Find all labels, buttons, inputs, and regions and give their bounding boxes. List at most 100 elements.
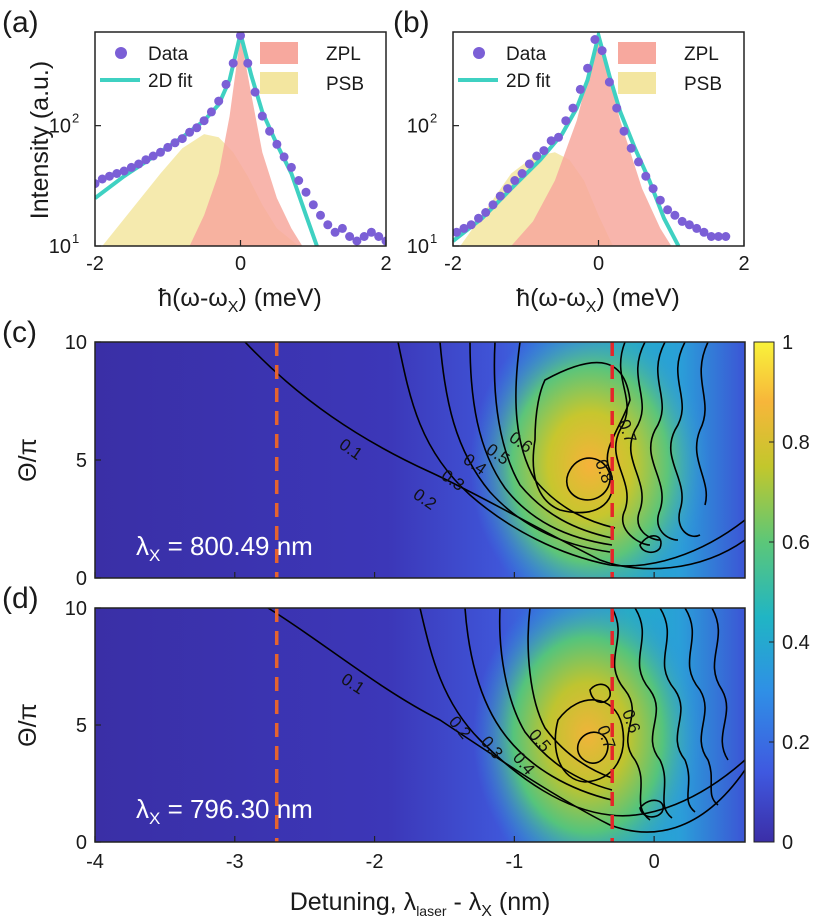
- contour-peak-small: [639, 535, 662, 554]
- contour-ridge-3: [649, 342, 679, 541]
- data-point: [699, 227, 709, 237]
- x-tick-label: -2: [444, 253, 462, 275]
- x-tick-label: -4: [86, 851, 104, 873]
- contour-0.2: [419, 608, 745, 817]
- contour-0.3: [464, 608, 613, 801]
- contour-ridge-1: [614, 342, 651, 546]
- x-ticks: -2 0 2: [444, 240, 750, 275]
- data-point: [604, 77, 614, 87]
- data-point: [345, 232, 355, 241]
- y-tick-exponent: 1: [72, 231, 79, 246]
- data-point: [692, 223, 702, 233]
- legend-fit-label: 2D fit: [506, 71, 551, 92]
- legend-psb-label: PSB: [684, 74, 722, 95]
- data-point: [374, 232, 384, 241]
- colorbar-ticks: 0 0.2 0.4 0.6 0.8 1: [769, 332, 810, 854]
- data-point: [148, 151, 158, 161]
- data-point: [626, 143, 636, 153]
- legend: Data 2D fit ZPL PSB: [458, 42, 722, 95]
- y-tick-label: 10: [65, 332, 87, 354]
- x-ticks: -4 -3 -2 -1 0: [86, 836, 660, 873]
- x-tick-label: -1: [505, 851, 523, 873]
- data-point: [366, 227, 376, 237]
- contour-0.6: [554, 699, 625, 783]
- panel-label-c: (c): [2, 316, 37, 349]
- contour-0.4: [498, 608, 613, 791]
- data-point: [554, 132, 563, 142]
- legend-swatch-zpl: [260, 42, 298, 64]
- data-point: [575, 84, 585, 94]
- data-point: [597, 46, 607, 56]
- contour-0.4: [469, 342, 613, 546]
- zpl-area: [511, 37, 672, 246]
- data-point: [337, 223, 347, 233]
- contour-0.7: [576, 731, 609, 764]
- y-tick-label: 5: [76, 715, 87, 737]
- heatmap-hotspot: [473, 608, 703, 842]
- data-point: [95, 179, 100, 189]
- data-point: [265, 126, 275, 136]
- data-point: [323, 220, 333, 230]
- data-point: [466, 220, 476, 230]
- data-point: [126, 162, 136, 172]
- data-points: [453, 35, 731, 241]
- y-tick-label: 10: [49, 236, 71, 258]
- data-point: [677, 216, 687, 226]
- legend-fit-label: 2D fit: [148, 71, 193, 92]
- x-ticks: -2 0 2: [86, 240, 392, 275]
- panel-c: (c) 0.1: [2, 316, 746, 590]
- colorbar-gradient: [753, 341, 775, 843]
- heatmap-hotspot: [470, 342, 710, 578]
- contour-0.1: [267, 608, 745, 833]
- x-tick-label: 0: [235, 253, 246, 275]
- data-point: [634, 157, 643, 167]
- panel-label-b: (b): [393, 6, 430, 39]
- data-point: [185, 127, 195, 137]
- data-point: [279, 152, 289, 162]
- data-point: [105, 171, 114, 181]
- contour-ridge-4: [669, 342, 701, 537]
- data-point: [330, 227, 340, 237]
- contour-0.7: [532, 361, 631, 514]
- legend-zpl-label: ZPL: [684, 44, 719, 65]
- legend-swatch-zpl: [618, 42, 656, 64]
- data-point: [257, 111, 267, 121]
- colorbar-tick-label: 0: [782, 832, 793, 854]
- data-point: [250, 87, 260, 97]
- data-point: [481, 208, 491, 217]
- data-point: [206, 107, 216, 117]
- data-point: [301, 187, 311, 197]
- data-point: [488, 200, 498, 210]
- data-point: [590, 35, 600, 44]
- data-point: [381, 236, 386, 246]
- contour-lines: [244, 342, 745, 570]
- data-point: [272, 139, 282, 149]
- contour-0.8: [565, 457, 611, 501]
- data-point: [714, 232, 723, 241]
- legend-marker-data: [115, 47, 127, 59]
- contour-0.2: [397, 342, 745, 567]
- contour-ridge-4: [684, 608, 719, 806]
- contour-0.5: [527, 608, 613, 779]
- data-point: [141, 155, 151, 165]
- legend-zpl-label: ZPL: [326, 44, 361, 65]
- x-axis-label: Detuning, λlaser - λX (nm): [290, 888, 551, 920]
- y-tick-label: 0: [76, 568, 87, 590]
- data-point: [199, 116, 209, 126]
- y-ticks: 0 5 10: [65, 598, 101, 854]
- data-point: [308, 200, 318, 210]
- legend-psb-label: PSB: [326, 74, 364, 95]
- data-point: [192, 123, 202, 133]
- legend-data-label: Data: [148, 44, 189, 65]
- data-point: [294, 176, 304, 185]
- data-point: [539, 146, 549, 156]
- data-point: [459, 223, 469, 233]
- contour-lines: [267, 608, 745, 833]
- y-tick-label: 10: [65, 598, 87, 620]
- x-tick-label: -2: [366, 851, 384, 873]
- panel-d: (d) 0.1: [2, 582, 746, 920]
- x-ticks: [94, 572, 655, 578]
